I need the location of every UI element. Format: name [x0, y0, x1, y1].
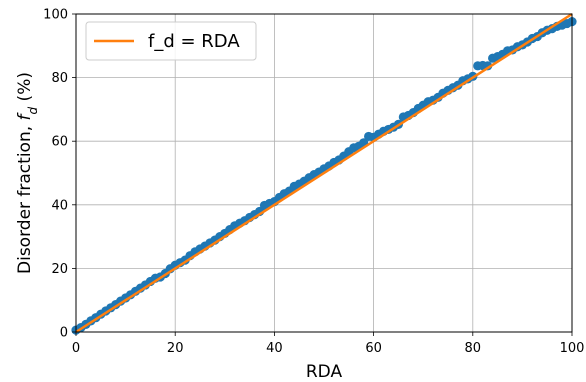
y-tick-label: 80: [51, 71, 68, 86]
x-axis-label: RDA: [306, 362, 343, 382]
reference-lines: [75, 12, 573, 334]
legend-entry-label: f_d = RDA: [148, 31, 240, 52]
y-axis-label-unit: (%): [15, 72, 35, 107]
legend-box: [85, 21, 257, 61]
reference-line: [75, 12, 573, 334]
y-tick-label: 40: [51, 198, 68, 213]
plot-frame: [75, 13, 573, 333]
x-axis-ticks: 0 20 40 60 80 100: [72, 332, 585, 356]
y-axis-label-text: Disorder fraction,: [15, 120, 35, 274]
x-tick-label: 100: [560, 341, 585, 356]
x-tick-label: 40: [266, 341, 283, 356]
x-tick-label: 60: [365, 341, 382, 356]
y-axis-label-symbol: f: [15, 111, 35, 120]
legend: f_d = RDA: [85, 21, 257, 61]
y-tick-label: 60: [51, 135, 68, 150]
y-tick-label: 0: [60, 326, 68, 341]
y-axis-ticks: 0 20 40 60 80 100: [43, 8, 76, 341]
data-points: [71, 17, 577, 335]
y-tick-label: 20: [51, 262, 68, 277]
x-tick-label: 0: [72, 341, 80, 356]
y-axis-label: Disorder fraction, fd (%): [15, 72, 40, 274]
y-tick-label: 100: [43, 8, 68, 23]
y-axis-label-subscript: d: [26, 106, 40, 114]
x-tick-label: 20: [167, 341, 184, 356]
x-tick-label: 80: [465, 341, 482, 356]
